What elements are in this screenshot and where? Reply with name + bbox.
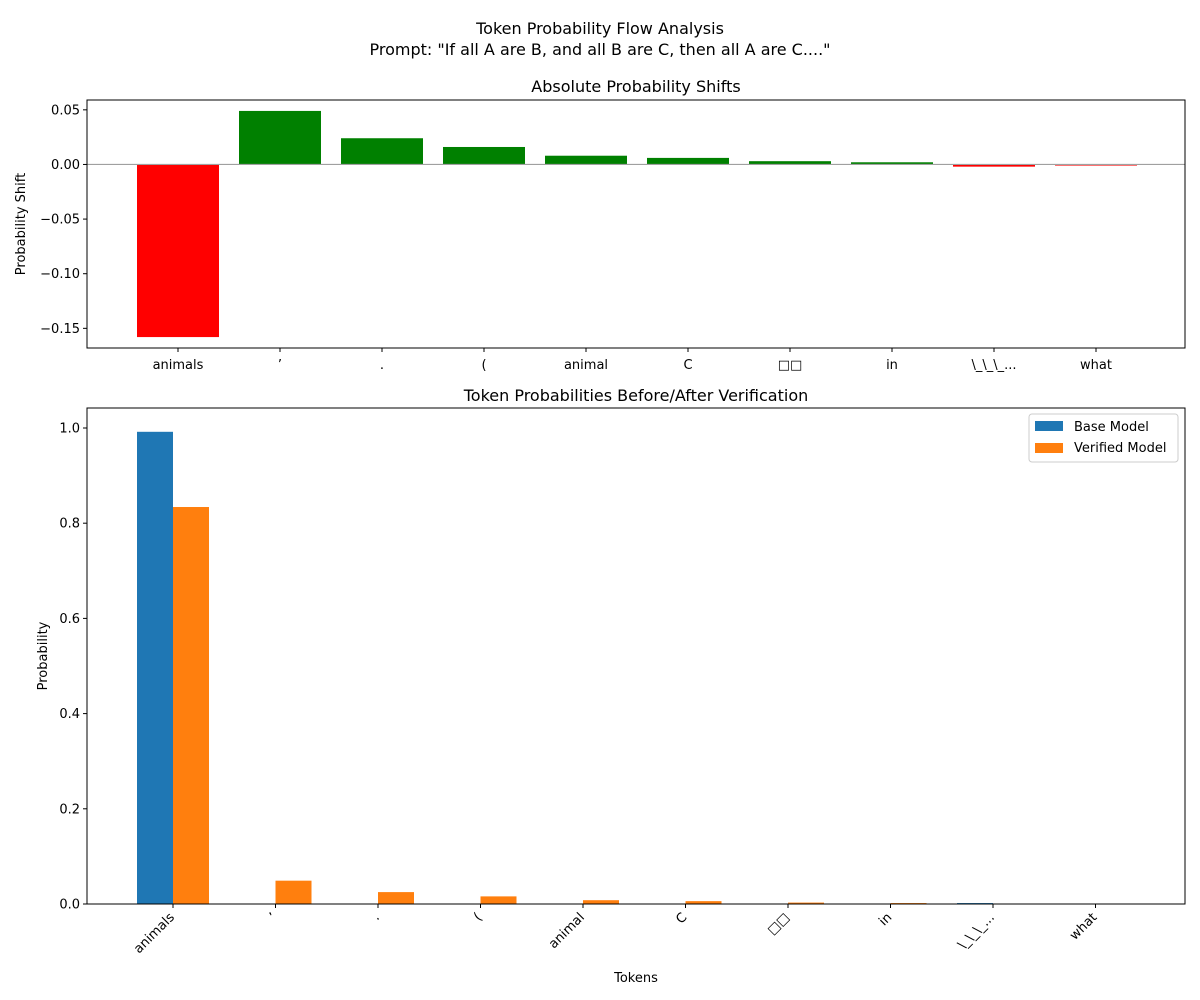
shift-bar: [851, 162, 933, 165]
x-tick-label: what: [1080, 358, 1112, 373]
probability-y-label: Probability: [36, 621, 51, 690]
shift-chart-title: Absolute Probability Shifts: [531, 77, 740, 96]
x-tick-label: animals: [131, 910, 178, 957]
x-tick-label: animals: [153, 358, 204, 373]
x-tick-label: animal: [546, 910, 588, 952]
legend-swatch-base: [1035, 421, 1063, 431]
verified-model-bar: [685, 901, 722, 904]
x-tick-label: .: [369, 910, 383, 924]
x-tick-label: ’: [267, 910, 281, 924]
x-tick-label: animal: [564, 358, 608, 373]
shift-y-label: Probability Shift: [14, 173, 29, 275]
verified-model-bar: [788, 902, 824, 904]
x-tick-label: C: [673, 910, 690, 927]
shift-bar: [443, 146, 525, 165]
y-tick-label: 0.2: [59, 802, 80, 817]
legend-label-verified: Verified Model: [1074, 441, 1166, 456]
probability-x-ticks: animals ’. ( animal C □□ in \_\_\_... what: [131, 904, 1100, 957]
shift-chart: Absolute Probability Shifts 0.05 0.00 −0.0…: [14, 77, 1186, 373]
shift-bar: [953, 164, 1035, 167]
shift-bar: [341, 138, 423, 165]
y-tick-label: 0.0: [59, 898, 80, 913]
x-tick-label: □□: [765, 910, 793, 938]
x-tick-label: ’: [278, 358, 282, 373]
x-tick-label: (: [481, 358, 486, 373]
x-tick-label: \_\_\_...: [971, 358, 1016, 373]
probability-plot-frame: [86, 407, 1186, 905]
y-tick-label: 0.4: [59, 707, 80, 722]
figure-title: Token Probability Flow Analysis: [475, 19, 724, 38]
legend-swatch-verified: [1035, 443, 1063, 453]
y-tick-label: −0.05: [40, 213, 80, 228]
x-tick-label: C: [683, 358, 692, 373]
y-tick-label: 0.6: [59, 612, 80, 627]
verified-model-bar: [583, 900, 619, 904]
verified-model-bar: [378, 892, 414, 904]
probability-y-ticks: 0.0 0.2 0.4 0.6 0.8 1.0: [59, 421, 87, 913]
legend-label-base: Base Model: [1074, 420, 1149, 435]
y-tick-label: 1.0: [59, 421, 80, 436]
x-tick-label: .: [380, 358, 384, 373]
x-tick-label: \_\_\_...: [955, 910, 997, 952]
x-tick-label: □□: [778, 358, 803, 373]
y-tick-label: 0.00: [51, 158, 80, 173]
legend-box: [1028, 413, 1179, 463]
y-tick-label: 0.05: [51, 103, 80, 118]
verified-model-bar: [275, 880, 312, 904]
x-tick-label: in: [876, 910, 895, 929]
shift-bar: [239, 110, 321, 165]
shift-y-ticks: 0.05 0.00 −0.05 −0.10 −0.15: [40, 103, 87, 337]
verified-model-bar: [173, 507, 209, 904]
x-tick-label: (: [471, 910, 485, 924]
shift-bar: [545, 155, 627, 165]
probability-chart-title: Token Probabilities Before/After Verific…: [463, 386, 809, 405]
probability-bars: [137, 431, 993, 904]
shift-bar: [137, 164, 219, 338]
legend: Base Model Verified Model: [1028, 413, 1179, 463]
y-tick-label: 0.8: [59, 517, 80, 532]
y-tick-label: −0.15: [40, 322, 80, 337]
probability-x-label: Tokens: [613, 971, 658, 986]
verified-model-bar: [480, 896, 517, 904]
shift-bars: [137, 110, 1137, 338]
probability-chart: Token Probabilities Before/After Verific…: [36, 386, 1186, 986]
shift-plot-frame: [86, 99, 1186, 349]
shift-bar: [749, 161, 831, 165]
shift-x-ticks: animals ’. ( animal C □□ in \_\_\_... what: [153, 348, 1112, 373]
y-tick-label: −0.10: [40, 267, 80, 282]
shift-bar: [647, 157, 729, 165]
figure-subtitle: Prompt: "If all A are B, and all B are C…: [369, 40, 830, 59]
base-model-bar: [137, 431, 173, 904]
x-tick-label: what: [1067, 910, 1100, 943]
x-tick-label: in: [886, 358, 898, 373]
